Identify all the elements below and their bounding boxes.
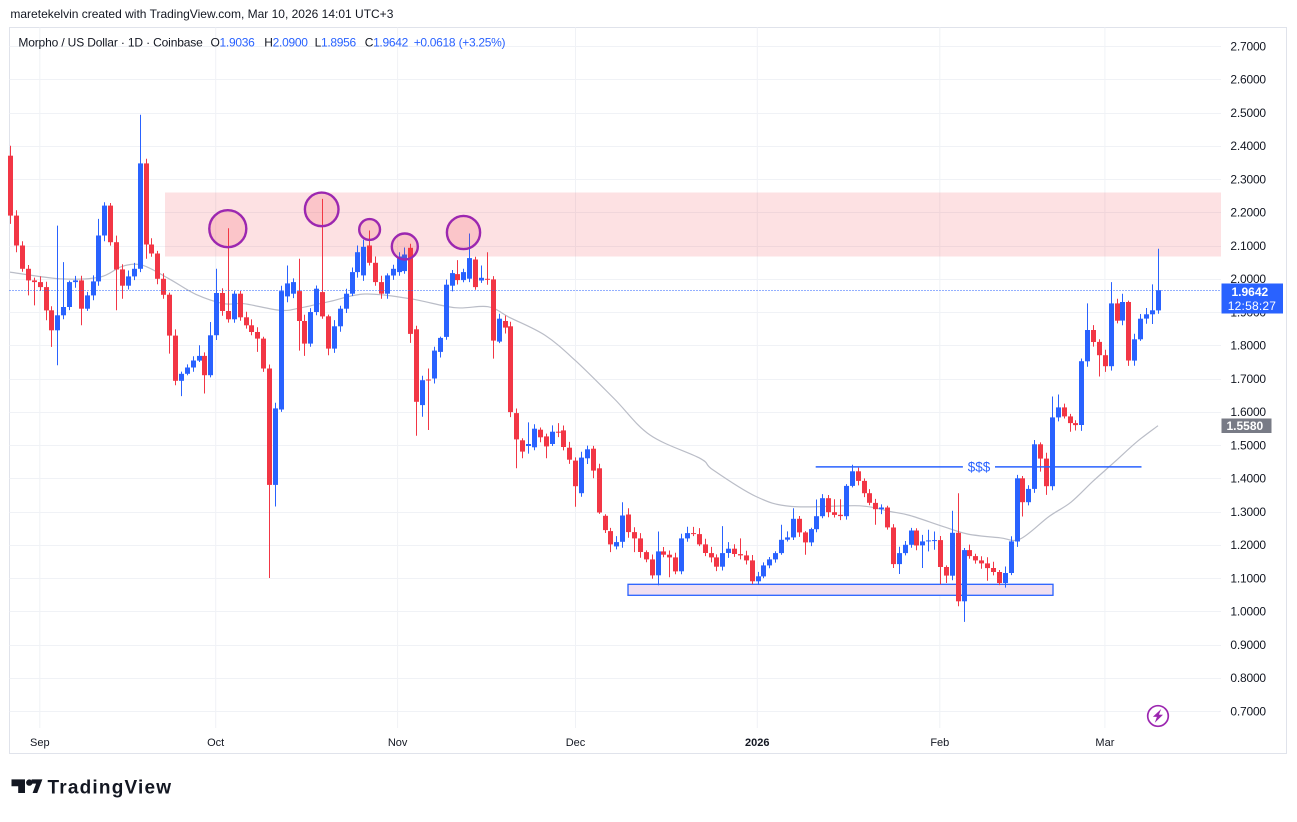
svg-text:H2.0900: H2.0900: [264, 36, 308, 50]
svg-text:2026: 2026: [745, 737, 769, 749]
svg-text:maretekelvin created with Trad: maretekelvin created with TradingView.co…: [10, 7, 393, 21]
svg-text:C1.9642: C1.9642: [365, 36, 409, 50]
svg-text:Nov: Nov: [388, 737, 408, 749]
svg-text:L1.8956: L1.8956: [315, 36, 357, 50]
svg-text:1.4000: 1.4000: [1230, 472, 1266, 486]
svg-text:1.5000: 1.5000: [1230, 438, 1266, 452]
svg-text:12:58:27: 12:58:27: [1228, 299, 1276, 313]
svg-text:0.7000: 0.7000: [1230, 704, 1266, 718]
svg-text:0.9000: 0.9000: [1230, 638, 1266, 652]
svg-text:1.9642: 1.9642: [1232, 285, 1269, 299]
svg-text:2.7000: 2.7000: [1230, 39, 1266, 53]
svg-text:1.6000: 1.6000: [1230, 405, 1266, 419]
svg-text:Dec: Dec: [566, 737, 586, 749]
svg-text:(+3.25%): (+3.25%): [459, 36, 506, 50]
svg-text:1.2000: 1.2000: [1230, 538, 1266, 552]
svg-text:1.7000: 1.7000: [1230, 372, 1266, 386]
svg-text:2.6000: 2.6000: [1230, 73, 1266, 87]
svg-text:2.2000: 2.2000: [1230, 206, 1266, 220]
svg-text:1.0000: 1.0000: [1230, 605, 1266, 619]
svg-text:2.0000: 2.0000: [1230, 272, 1266, 286]
svg-text:2.4000: 2.4000: [1230, 139, 1266, 153]
svg-text:1.3000: 1.3000: [1230, 505, 1266, 519]
svg-text:TradingView: TradingView: [48, 778, 173, 799]
svg-text:1.1000: 1.1000: [1230, 571, 1266, 585]
svg-text:1.8000: 1.8000: [1230, 339, 1266, 353]
svg-text:2.1000: 2.1000: [1230, 239, 1266, 253]
svg-text:Morpho / US Dollar · 1D · Coin: Morpho / US Dollar · 1D · Coinbase: [18, 36, 203, 50]
svg-text:$$$: $$$: [968, 460, 991, 475]
svg-text:O1.9036: O1.9036: [211, 36, 256, 50]
svg-text:Sep: Sep: [30, 737, 50, 749]
svg-text:Mar: Mar: [1095, 737, 1114, 749]
svg-text:2.5000: 2.5000: [1230, 106, 1266, 120]
svg-text:+0.0618: +0.0618: [414, 36, 456, 50]
svg-text:Feb: Feb: [930, 737, 949, 749]
svg-text:1.5580: 1.5580: [1227, 419, 1264, 433]
svg-text:0.8000: 0.8000: [1230, 671, 1266, 685]
svg-text:2.3000: 2.3000: [1230, 172, 1266, 186]
svg-text:Oct: Oct: [207, 737, 224, 749]
